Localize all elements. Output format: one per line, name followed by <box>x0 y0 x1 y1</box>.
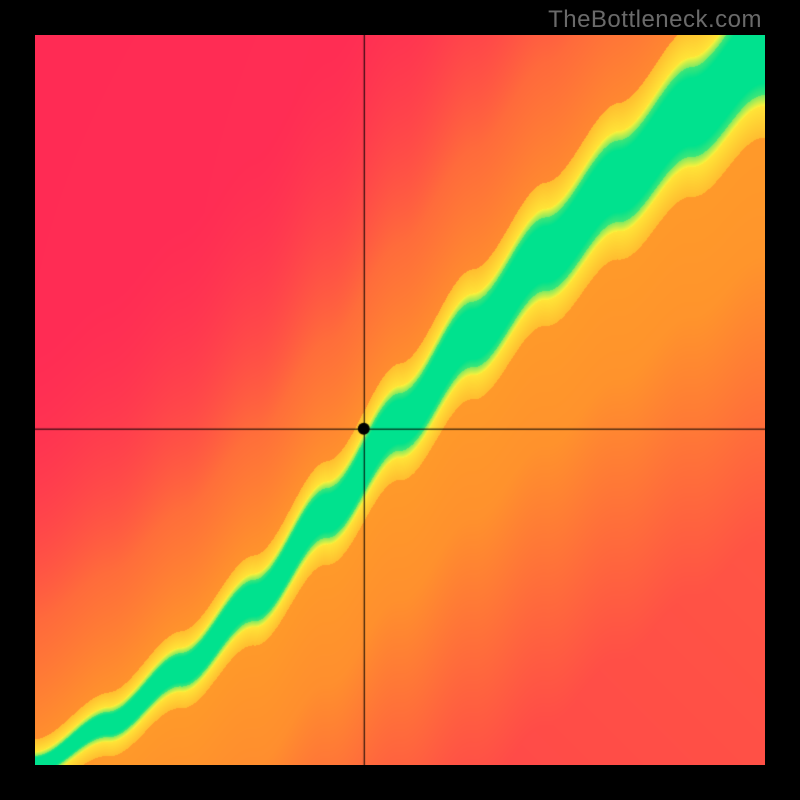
watermark-label: TheBottleneck.com <box>548 6 762 34</box>
page-root: TheBottleneck.com <box>0 0 800 800</box>
bottleneck-heatmap <box>35 35 765 765</box>
heatmap-container <box>35 35 765 765</box>
